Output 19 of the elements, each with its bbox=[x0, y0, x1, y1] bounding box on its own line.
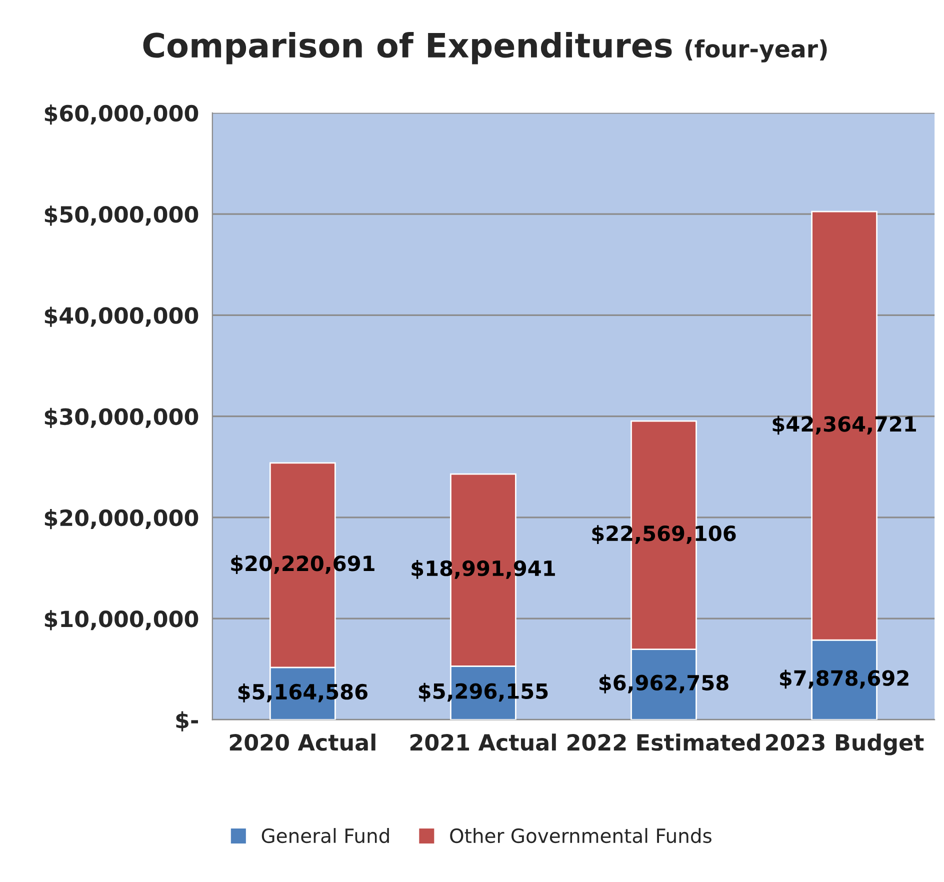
chart-title: Comparison of Expenditures bbox=[143, 32, 672, 64]
chart-subtitle: (four-year) bbox=[686, 39, 827, 62]
data-label: $5,164,586 bbox=[238, 684, 368, 702]
y-tick-label: $60,000,000 bbox=[44, 104, 198, 125]
data-label: $6,962,758 bbox=[599, 674, 728, 694]
x-tick-label: 2020 Actual bbox=[230, 734, 376, 751]
data-label: $5,296,155 bbox=[418, 682, 548, 702]
y-tick-label: $30,000,000 bbox=[44, 408, 198, 428]
legend-label: General Fund bbox=[262, 828, 389, 844]
y-tick-label: $10,000,000 bbox=[44, 610, 198, 630]
x-tick-label: 2023 Budget bbox=[766, 734, 924, 756]
legend-label: Other Governmental Funds bbox=[450, 828, 712, 844]
y-tick-label: $- bbox=[176, 711, 198, 732]
x-tick-label: 2022 Estimated bbox=[568, 734, 760, 751]
y-tick-label: $50,000,000 bbox=[44, 206, 198, 226]
x-tick-label: 2021 Actual bbox=[410, 734, 556, 751]
y-tick-label: $20,000,000 bbox=[44, 508, 198, 530]
y-tick-label: $40,000,000 bbox=[44, 306, 198, 327]
data-label: $7,878,692 bbox=[780, 670, 908, 689]
